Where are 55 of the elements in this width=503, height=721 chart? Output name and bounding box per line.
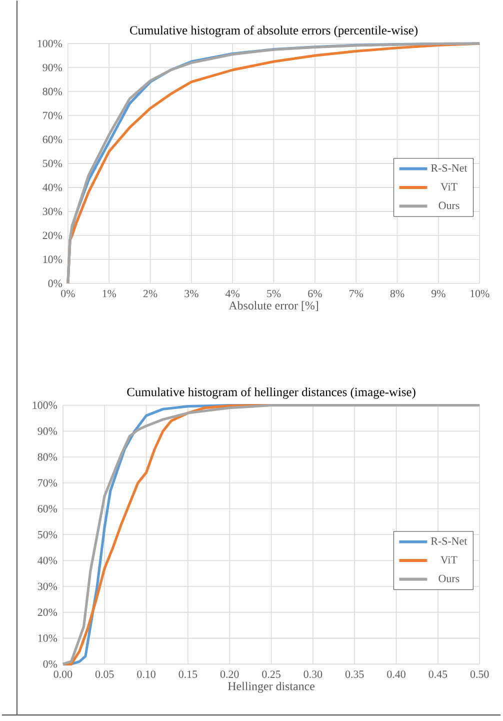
y-tick-label: 50% — [38, 530, 58, 538]
y-tick-label: 10% — [44, 256, 62, 264]
y-tick-label: 80% — [42, 88, 62, 96]
x-tick-label: 0.25 — [262, 670, 281, 678]
x-tick-label: 0.40 — [387, 670, 406, 678]
legend-label: Ours — [438, 574, 460, 582]
x-tick-label: 0.30 — [304, 670, 322, 678]
x-tick-label: 0.20 — [220, 670, 239, 678]
y-tick-label: 20% — [43, 232, 62, 240]
x-tick-label: 8% — [390, 290, 404, 298]
legend-label: ViT — [440, 556, 458, 564]
y-tick-label: 70% — [38, 479, 58, 487]
x-tick-label: 0.35 — [346, 670, 364, 678]
x-tick-label: 5% — [267, 290, 281, 298]
y-tick-label: 40% — [42, 184, 62, 192]
x-tick-label: 0.50 — [470, 670, 489, 678]
chart-title: Cumulative histogram of hellinger distances (image-wise) — [127, 387, 416, 399]
x-tick-label: 10% — [470, 290, 490, 298]
y-tick-label: 90% — [38, 427, 58, 435]
y-tick-label: 0% — [48, 280, 62, 288]
x-tick-label: 0.10 — [137, 670, 156, 678]
legend-label: Ours — [439, 202, 460, 210]
y-tick-label: 50% — [43, 160, 62, 168]
y-tick-label: 30% — [38, 582, 58, 590]
chart-title: Cumulative histogram of absolute errors (percentile-wise) — [130, 26, 418, 38]
x-tick-label: 0.15 — [178, 670, 198, 678]
x-tick-label: 0.00 — [54, 670, 72, 678]
x-tick-label: 4% — [226, 290, 240, 298]
x-tick-label: 7% — [350, 290, 364, 298]
y-tick-label: 60% — [43, 136, 62, 144]
y-tick-label: 10% — [38, 634, 58, 642]
x-tick-label: 3% — [184, 290, 199, 298]
x-tick-label: 2% — [144, 290, 158, 298]
y-tick-label: 100% — [33, 402, 58, 409]
x-tick-label: 6% — [308, 290, 322, 298]
legend-label: R-S-Net — [431, 537, 468, 545]
x-tick-label: 9% — [432, 290, 446, 298]
line-series — [66, 42, 482, 285]
y-tick-label: 40% — [38, 556, 58, 564]
y-tick-label: 80% — [38, 453, 58, 461]
x-tick-label: 0.45 — [428, 670, 448, 678]
x-tick-label: 0% — [61, 290, 76, 298]
x-axis-title: Absolute error [%] — [228, 301, 318, 312]
y-tick-label: 90% — [42, 64, 62, 72]
y-tick-label: 70% — [43, 112, 62, 120]
x-axis-title: Hellinger distance — [228, 682, 315, 693]
x-tick-label: 1% — [102, 290, 116, 298]
legend-label: R-S-Net — [431, 164, 468, 172]
y-tick-label: 30% — [43, 208, 62, 216]
legend-label: ViT — [440, 183, 458, 190]
y-tick-label: 20% — [38, 608, 58, 616]
y-tick-label: 0% — [43, 660, 58, 668]
y-tick-label: 100% — [38, 40, 62, 48]
y-tick-label: 60% — [38, 505, 58, 512]
x-tick-label: 0.05 — [96, 670, 114, 678]
